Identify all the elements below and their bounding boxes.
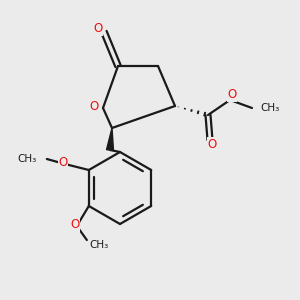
Text: O: O bbox=[93, 22, 103, 35]
Text: CH₃: CH₃ bbox=[90, 240, 109, 250]
Text: CH₃: CH₃ bbox=[260, 103, 279, 113]
Text: O: O bbox=[58, 155, 68, 169]
Text: O: O bbox=[89, 100, 99, 112]
Text: O: O bbox=[207, 137, 217, 151]
Text: CH₃: CH₃ bbox=[18, 154, 37, 164]
Text: O: O bbox=[227, 88, 237, 101]
Text: O: O bbox=[70, 218, 80, 232]
Polygon shape bbox=[106, 128, 113, 150]
